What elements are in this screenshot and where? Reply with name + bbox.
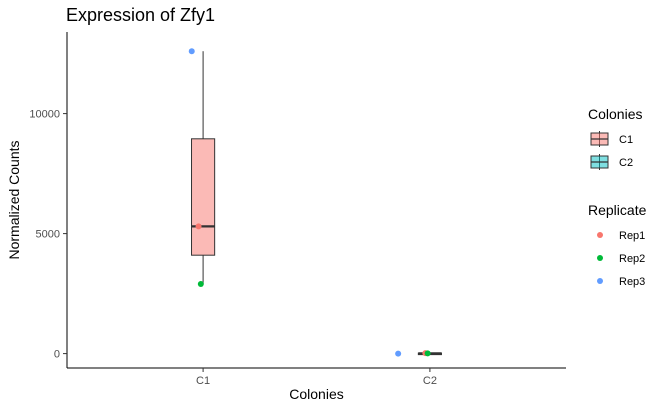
legend-title-replicate: Replicate [588, 202, 647, 218]
point-c2-rep2 [424, 350, 431, 357]
legend-label-rep1: Rep1 [619, 230, 645, 242]
point-c1-rep2 [197, 281, 204, 287]
y-axis-title: Normalized Counts [6, 140, 22, 259]
legend-key-c1 [590, 131, 609, 147]
chart-title: Expression of Zfy1 [66, 5, 215, 25]
legend-title-colonies: Colonies [588, 106, 642, 122]
box-body [191, 138, 216, 256]
x-tick-label: C2 [423, 375, 437, 387]
legend-label-rep3: Rep3 [619, 276, 645, 288]
y-tick-label: 10000 [29, 109, 60, 121]
box-c1 [191, 51, 216, 284]
legend-label-c1: C1 [619, 134, 633, 146]
legend-label-c2: C2 [619, 157, 633, 169]
legend-key-c2 [590, 154, 609, 170]
legend-key-rep2 [597, 255, 603, 261]
x-tick-label: C1 [196, 375, 210, 387]
legend-key-rep1 [597, 232, 603, 238]
legend-key-rep3 [597, 278, 603, 284]
x-axis-title: Colonies [289, 386, 343, 402]
legend: Colonies Replicate C1 C2 Rep1 Rep2 Rep3 [588, 106, 647, 288]
plot-area: 0 5000 10000 C1 C2 [29, 32, 566, 387]
point-c1-rep3 [188, 48, 195, 55]
y-tick-label: 5000 [36, 229, 60, 241]
point-c1-rep1 [195, 223, 202, 230]
point-c2-rep3 [395, 350, 402, 357]
legend-label-rep2: Rep2 [619, 253, 645, 265]
y-tick-label: 0 [54, 349, 60, 361]
